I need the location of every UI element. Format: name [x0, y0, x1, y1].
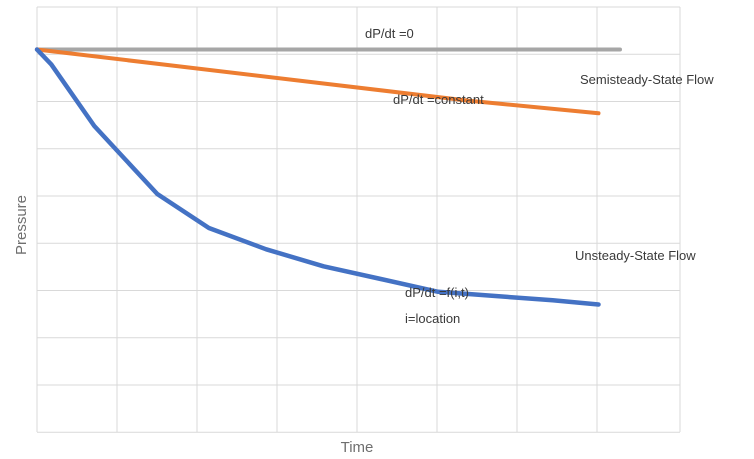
annotation-zero: dP/dt =0 — [365, 26, 414, 41]
series-line-semisteady — [35, 47, 601, 116]
chart-grid — [36, 6, 681, 433]
y-axis-title: Pressure — [13, 195, 30, 255]
chart-series — [34, 47, 622, 307]
x-axis-title: Time — [341, 439, 374, 456]
annotation-constant: dP/dt =constant — [393, 92, 484, 107]
series-label-semisteady: Semisteady-State Flow — [580, 72, 714, 87]
annotation-function: dP/dt =f(i,t) — [405, 285, 469, 300]
series-line-unsteady — [34, 47, 601, 307]
annotation-location: i=location — [405, 311, 460, 326]
series-label-unsteady: Unsteady-State Flow — [575, 248, 696, 263]
